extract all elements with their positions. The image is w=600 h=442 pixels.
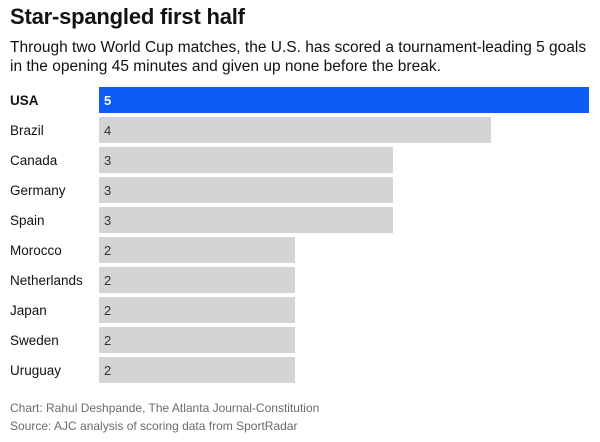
bar-spain bbox=[99, 207, 393, 233]
value-label-brazil: 4 bbox=[104, 123, 111, 138]
bar-uruguay bbox=[99, 357, 295, 383]
value-label-uruguay: 2 bbox=[104, 363, 111, 378]
category-label-sweden: Sweden bbox=[10, 333, 59, 348]
category-label-uruguay: Uruguay bbox=[10, 363, 61, 378]
value-label-morocco: 2 bbox=[104, 243, 111, 258]
value-label-canada: 3 bbox=[104, 153, 111, 168]
value-label-netherlands: 2 bbox=[104, 273, 111, 288]
category-label-canada: Canada bbox=[10, 153, 58, 168]
bar-japan bbox=[99, 297, 295, 323]
value-label-japan: 2 bbox=[104, 303, 111, 318]
chart-subtitle: Through two World Cup matches, the U.S. … bbox=[10, 39, 587, 75]
value-label-usa: 5 bbox=[104, 93, 111, 108]
bar-germany bbox=[99, 177, 393, 203]
category-label-japan: Japan bbox=[10, 303, 47, 318]
bar-sweden bbox=[99, 327, 295, 353]
category-label-netherlands: Netherlands bbox=[10, 273, 83, 288]
category-label-germany: Germany bbox=[10, 183, 66, 198]
bar-morocco bbox=[99, 237, 295, 263]
value-label-spain: 3 bbox=[104, 213, 111, 228]
category-label-brazil: Brazil bbox=[10, 123, 44, 138]
category-label-morocco: Morocco bbox=[10, 243, 62, 258]
chart-title: Star-spangled first half bbox=[10, 4, 245, 29]
value-label-germany: 3 bbox=[104, 183, 111, 198]
chart-credit: Chart: Rahul Deshpande, The Atlanta Jour… bbox=[10, 401, 320, 415]
value-label-sweden: 2 bbox=[104, 333, 111, 348]
bar-usa bbox=[99, 87, 589, 113]
category-label-usa: USA bbox=[10, 93, 39, 108]
category-label-spain: Spain bbox=[10, 213, 45, 228]
bar-netherlands bbox=[99, 267, 295, 293]
bar-canada bbox=[99, 147, 393, 173]
bar-brazil bbox=[99, 117, 491, 143]
chart-source: Source: AJC analysis of scoring data fro… bbox=[10, 419, 298, 433]
